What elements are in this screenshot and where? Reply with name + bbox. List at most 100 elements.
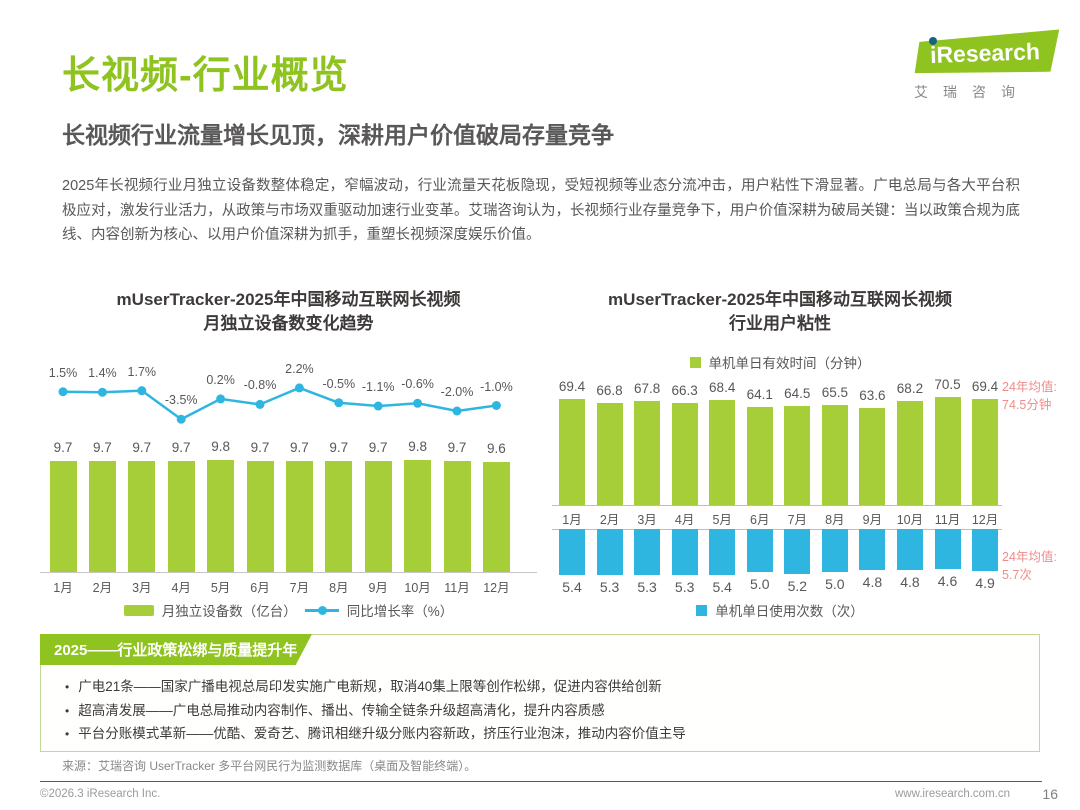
month-label: 11月 bbox=[444, 581, 470, 595]
usage-value-label: 5.4 bbox=[562, 579, 582, 595]
time-value-label: 64.5 bbox=[784, 386, 811, 401]
bar-value-label: 9.6 bbox=[487, 441, 506, 456]
usage-bar bbox=[934, 529, 961, 569]
intro-paragraph: 2025年长视频行业月独立设备数整体稳定，窄幅波动，行业流量天花板隐现，受短视频… bbox=[62, 178, 1020, 244]
time-bar bbox=[972, 399, 999, 505]
time-bar bbox=[859, 408, 886, 505]
bar-value-label: 9.8 bbox=[408, 439, 427, 454]
avg-time-annotation: 24年均值: 74.5分钟 bbox=[1002, 380, 1057, 413]
time-value-label: 69.4 bbox=[558, 379, 586, 394]
bar-value-label: 9.7 bbox=[93, 440, 112, 455]
time-bar bbox=[559, 399, 585, 505]
bullet-item: 平台分账模式革新——优酷、爱奇艺、腾讯相继升级分账内容新政，挤压行业泡沫，推动内… bbox=[65, 722, 1015, 746]
time-value-label: 68.4 bbox=[709, 380, 736, 395]
growth-label: -0.8% bbox=[243, 378, 277, 393]
usage-bar bbox=[784, 529, 811, 574]
time-value-label: 66.8 bbox=[596, 383, 623, 398]
blue-square-legend-icon bbox=[696, 604, 708, 616]
device-bar bbox=[207, 460, 235, 572]
page-number: 16 bbox=[1042, 786, 1058, 802]
green-bar-legend-icon bbox=[123, 604, 154, 616]
right-chart-plot: 单机单日有效时间（分钟） 24年均值: 74.5分钟 24年均值: 5.7次 单… bbox=[550, 354, 1080, 624]
time-value-label: 67.8 bbox=[633, 381, 661, 396]
right-chart-legend-top: 单机单日有效时间（分钟） bbox=[550, 352, 1010, 372]
usage-value-label: 5.4 bbox=[712, 579, 732, 595]
usage-bar bbox=[972, 529, 999, 571]
logo-flag: iResearch bbox=[913, 29, 1060, 76]
device-bar bbox=[246, 461, 274, 572]
month-label: 3月 bbox=[132, 581, 152, 595]
growth-label: -1.1% bbox=[361, 380, 395, 395]
month-label: 5月 bbox=[210, 581, 231, 595]
device-bar bbox=[128, 461, 156, 572]
device-bar bbox=[404, 460, 432, 572]
footer-divider bbox=[40, 781, 1042, 782]
month-label: 9月 bbox=[862, 513, 883, 527]
time-value-label: 69.4 bbox=[971, 379, 999, 394]
time-value-label: 64.1 bbox=[746, 387, 773, 402]
time-bar bbox=[596, 403, 623, 505]
month-label: 1月 bbox=[53, 581, 73, 595]
month-label: 12月 bbox=[971, 513, 999, 527]
usage-value-label: 4.9 bbox=[975, 575, 995, 591]
time-bar bbox=[896, 401, 923, 505]
logo-chinese-name: 艾瑞咨询 bbox=[914, 84, 1030, 100]
source-note: 来源：艾瑞咨询 UserTracker 多平台网民行为监测数据库（桌面及智能终端… bbox=[62, 759, 477, 773]
usage-bar bbox=[634, 529, 661, 575]
usage-value-label: 4.8 bbox=[900, 574, 920, 590]
time-value-label: 70.5 bbox=[934, 377, 961, 392]
usage-value-label: 5.3 bbox=[599, 579, 620, 595]
growth-label: -0.5% bbox=[322, 376, 356, 391]
device-bar bbox=[325, 461, 353, 572]
bullet-item: 超高清发展——广电总局推动内容制作、播出、传输全链条升级超高清化，提升内容质感 bbox=[65, 699, 1015, 723]
time-value-label: 63.6 bbox=[859, 388, 886, 403]
time-bar bbox=[746, 407, 773, 505]
time-value-label: 65.5 bbox=[821, 385, 848, 400]
left-chart-legend: 月独立设备数（亿台） 同比增长率（%） bbox=[40, 600, 537, 620]
avg-usage-annotation: 24年均值: 5.7次 bbox=[1002, 550, 1057, 583]
legend-label-growth: 同比增长率（%） bbox=[346, 604, 454, 619]
month-label: 4月 bbox=[171, 581, 191, 595]
user-stickiness-chart: mUserTracker-2025年中国移动互联网长视频 行业用户粘性 单机单日… bbox=[550, 288, 1080, 624]
device-bar bbox=[285, 461, 313, 572]
highlight-bullets: 广电21条——国家广播电视总局印发实施广电新规，取消40集上限等创作松绑，促进内… bbox=[65, 675, 1015, 746]
month-label: 7月 bbox=[787, 513, 808, 527]
left-chart-title: mUserTracker-2025年中国移动互联网长视频 月独立设备数变化趋势 bbox=[116, 290, 461, 333]
device-bar bbox=[167, 461, 195, 572]
growth-label: 2.2% bbox=[285, 361, 314, 376]
time-bar bbox=[821, 405, 848, 505]
month-label: 4月 bbox=[674, 513, 695, 527]
right-axis-bottom bbox=[552, 529, 1002, 530]
logo-i-dot-icon bbox=[929, 37, 937, 45]
usage-bar bbox=[859, 529, 886, 570]
growth-label: 1.7% bbox=[127, 364, 157, 379]
device-bar bbox=[443, 461, 471, 572]
time-value-label: 68.2 bbox=[896, 381, 924, 396]
usage-bar bbox=[596, 529, 623, 575]
usage-bar bbox=[821, 529, 848, 572]
slide-subtitle: 长视频行业流量增长见顶，深耕用户价值破局存量竞争 bbox=[62, 122, 614, 148]
device-bar bbox=[49, 461, 77, 572]
bar-value-label: 9.8 bbox=[211, 439, 230, 454]
right-chart-title: mUserTracker-2025年中国移动互联网长视频 行业用户粘性 bbox=[608, 290, 952, 333]
month-label: 6月 bbox=[250, 581, 270, 595]
month-label: 10月 bbox=[404, 581, 431, 595]
time-bar bbox=[784, 406, 811, 505]
growth-label: 0.2% bbox=[206, 372, 235, 387]
legend-label-time: 单机单日有效时间（分钟） bbox=[708, 356, 871, 371]
highlight-banner: 2025——行业政策松绑与质量提升年 bbox=[40, 634, 312, 665]
usage-bar bbox=[559, 529, 585, 575]
device-bar bbox=[482, 462, 510, 572]
growth-label: 1.5% bbox=[48, 365, 78, 380]
device-trend-chart: mUserTracker-2025年中国移动互联网长视频 月独立设备数变化趋势 … bbox=[40, 288, 537, 622]
usage-value-label: 5.3 bbox=[674, 579, 695, 595]
bar-value-label: 9.7 bbox=[250, 440, 270, 455]
usage-value-label: 5.2 bbox=[787, 578, 808, 594]
time-bar bbox=[671, 403, 698, 505]
legend-label-usage: 单机单日使用次数（次） bbox=[715, 604, 864, 619]
month-label: 6月 bbox=[750, 513, 770, 527]
usage-value-label: 5.0 bbox=[750, 576, 770, 592]
bar-value-label: 9.7 bbox=[447, 440, 467, 455]
device-bar bbox=[364, 461, 392, 572]
